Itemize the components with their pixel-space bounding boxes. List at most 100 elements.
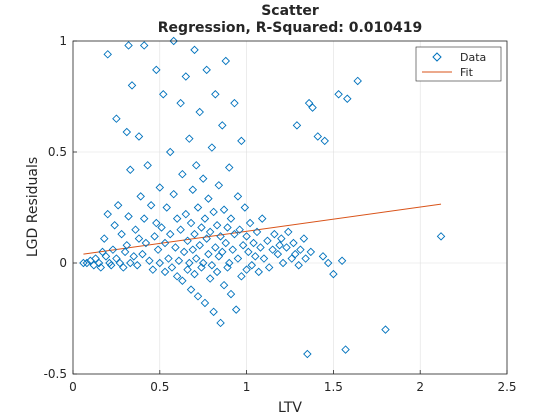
legend: Data Fit [415, 46, 502, 82]
data-point [155, 183, 165, 192]
data-point [174, 256, 184, 266]
data-point [207, 143, 217, 152]
legend-data-label: Data [460, 51, 486, 64]
data-point [304, 98, 314, 108]
data-point [129, 252, 138, 261]
y-tick-label: -0.5 [44, 367, 67, 381]
data-point [270, 229, 279, 239]
y-axis-ticks: -0.5 0 0.5 1 [44, 34, 77, 381]
data-point [134, 132, 144, 141]
data-point [195, 241, 204, 250]
data-point [124, 41, 133, 50]
data-point [162, 203, 171, 212]
data-point [320, 136, 329, 146]
data-point [251, 252, 260, 261]
data-point [136, 192, 145, 201]
data-point [228, 245, 237, 254]
data-point [287, 254, 296, 263]
fit-line [83, 203, 442, 255]
data-point [115, 258, 125, 268]
data-point [200, 214, 210, 223]
y-tick-label: 0 [59, 256, 67, 270]
data-point [204, 249, 213, 259]
data-point [245, 218, 255, 228]
data-point [176, 98, 185, 108]
data-point [122, 127, 132, 137]
data-point [202, 65, 211, 75]
data-point [79, 258, 88, 268]
data-point [214, 252, 224, 261]
data-point [299, 234, 309, 243]
data-point [209, 307, 218, 317]
data-point [193, 203, 203, 212]
data-points [79, 36, 446, 359]
data-point [106, 260, 116, 270]
data-point [131, 225, 140, 234]
data-point [230, 98, 239, 108]
data-point [273, 249, 283, 259]
data-point [257, 214, 267, 223]
data-point [200, 298, 210, 308]
data-point [219, 280, 229, 290]
y-tick-label: 0.5 [48, 145, 67, 159]
y-tick-label: 1 [59, 34, 67, 48]
data-point [278, 258, 288, 268]
data-point [221, 238, 231, 248]
data-point [205, 227, 215, 237]
data-point [198, 174, 208, 183]
data-point [100, 234, 109, 243]
data-point [231, 305, 241, 314]
data-point [157, 223, 166, 232]
data-point [152, 218, 161, 228]
data-point [209, 207, 218, 217]
data-point [308, 103, 317, 112]
data-point [103, 209, 112, 219]
data-point [237, 136, 246, 146]
data-point [337, 256, 347, 266]
data-point [436, 232, 446, 241]
data-point [263, 236, 272, 246]
data-point [226, 289, 236, 299]
data-point [214, 181, 224, 190]
data-point [160, 238, 170, 248]
data-point [341, 345, 350, 354]
data-point [211, 243, 220, 252]
data-point [219, 205, 229, 214]
data-point [178, 276, 187, 285]
data-point [150, 232, 159, 241]
data-point [112, 254, 121, 263]
data-point [240, 203, 250, 212]
data-point [186, 218, 196, 228]
data-point [249, 238, 258, 248]
x-tick-label: 2.5 [497, 380, 516, 394]
data-point [122, 241, 132, 250]
data-point [275, 241, 284, 250]
data-point [329, 269, 338, 279]
data-point [212, 221, 222, 230]
data-point [223, 223, 232, 232]
data-point [294, 260, 303, 270]
data-point [301, 254, 310, 263]
data-point [296, 245, 305, 254]
x-axis-ticks: 0 0.5 1 1.5 2 2.5 [69, 370, 517, 394]
data-point [138, 249, 147, 259]
data-point [226, 214, 236, 223]
data-point [292, 121, 302, 130]
data-point [176, 225, 185, 234]
data-point [282, 243, 291, 252]
data-point [126, 258, 135, 268]
data-point [185, 258, 194, 268]
data-point [381, 325, 390, 334]
data-point [197, 223, 206, 232]
data-point [235, 225, 244, 234]
data-point [171, 243, 180, 252]
data-point [233, 254, 243, 263]
data-point [127, 81, 137, 90]
data-point [145, 256, 154, 266]
data-point [181, 209, 191, 219]
data-point [264, 263, 274, 272]
data-point [169, 189, 178, 199]
fit-line-layer [83, 203, 442, 255]
x-axis-label: LTV [278, 400, 302, 416]
